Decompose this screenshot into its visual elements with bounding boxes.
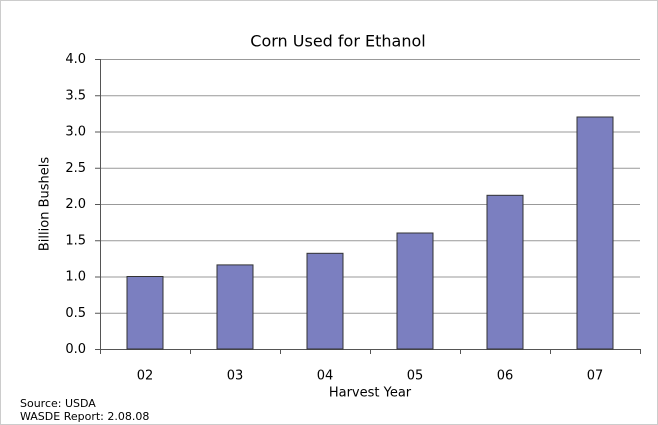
y-tick-label: 1.0 xyxy=(65,270,86,285)
source-note: WASDE Report: 2.08.08 xyxy=(20,410,149,423)
x-axis-label: Harvest Year xyxy=(329,386,412,401)
x-tick-label: 03 xyxy=(227,369,244,384)
x-tick-label: 04 xyxy=(317,369,334,384)
x-tick-label: 02 xyxy=(137,369,154,384)
y-tick-label: 3.0 xyxy=(65,125,86,140)
y-tick-label: 2.0 xyxy=(65,197,86,212)
bar xyxy=(486,194,524,350)
x-tick-label: 07 xyxy=(587,369,604,384)
x-tick-label: 05 xyxy=(407,369,424,384)
y-axis-label: Billion Bushels xyxy=(38,157,53,251)
y-tick-label: 2.5 xyxy=(65,161,86,176)
y-tick-label: 3.5 xyxy=(65,88,86,103)
x-tick-label: 06 xyxy=(497,369,514,384)
y-tick-label: 0.5 xyxy=(65,306,86,321)
bar xyxy=(396,232,434,350)
bar xyxy=(216,264,254,350)
bar xyxy=(126,276,164,350)
y-tick-label: 4.0 xyxy=(65,52,86,67)
y-tick-label: 0.0 xyxy=(65,342,86,357)
bar xyxy=(576,116,614,350)
bar xyxy=(306,252,344,350)
source-note: Source: USDA xyxy=(20,397,96,410)
y-tick-label: 1.5 xyxy=(65,233,86,248)
chart-title: Corn Used for Ethanol xyxy=(250,32,425,51)
